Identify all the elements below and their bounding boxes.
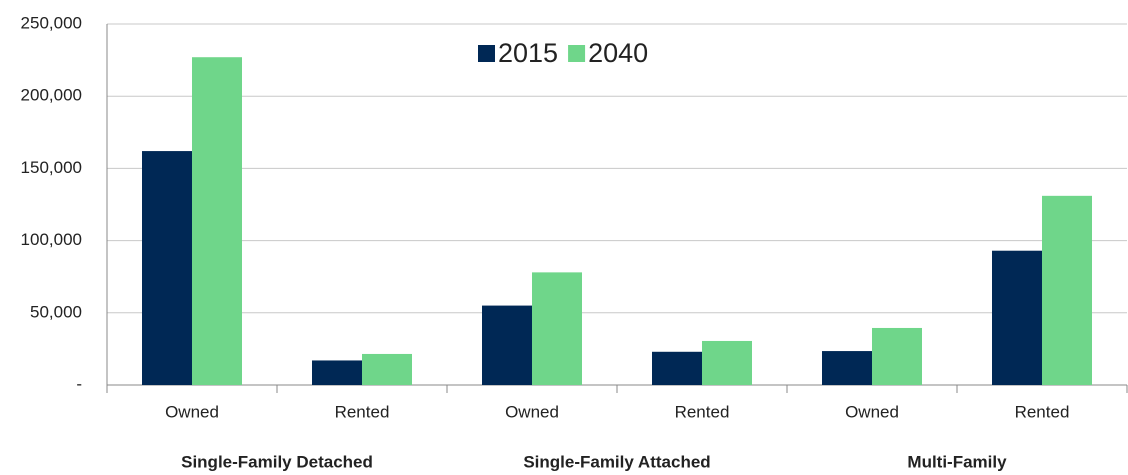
bar: [992, 250, 1042, 385]
bar: [702, 340, 752, 385]
x-tick-label: Owned: [845, 402, 899, 421]
bar: [142, 151, 192, 385]
y-tick-label: 50,000: [30, 302, 82, 321]
legend-swatch: [568, 45, 586, 62]
y-tick-label: 100,000: [21, 230, 82, 249]
legend-swatch: [478, 45, 495, 62]
x-tick-label: Rented: [675, 402, 730, 421]
legend-label: 2015: [498, 38, 558, 68]
bar: [362, 353, 412, 385]
y-tick-label: 250,000: [21, 13, 82, 32]
y-tick-label: 150,000: [21, 158, 82, 177]
bar: [312, 360, 362, 385]
bar: [482, 305, 532, 385]
bar: [1042, 195, 1092, 385]
bar: [532, 272, 582, 385]
y-tick-label: -: [76, 374, 82, 393]
bar: [192, 57, 242, 385]
group-label: Single-Family Detached: [181, 452, 373, 471]
group-label: Single-Family Attached: [523, 452, 710, 471]
legend-label: 2040: [588, 38, 648, 68]
bar: [822, 351, 872, 385]
bar: [872, 327, 922, 385]
bar: [652, 351, 702, 385]
y-tick-label: 200,000: [21, 86, 82, 105]
x-tick-label: Owned: [505, 402, 559, 421]
x-tick-label: Owned: [165, 402, 219, 421]
x-tick-label: Rented: [335, 402, 390, 421]
group-label: Multi-Family: [907, 452, 1007, 471]
x-tick-label: Rented: [1015, 402, 1070, 421]
